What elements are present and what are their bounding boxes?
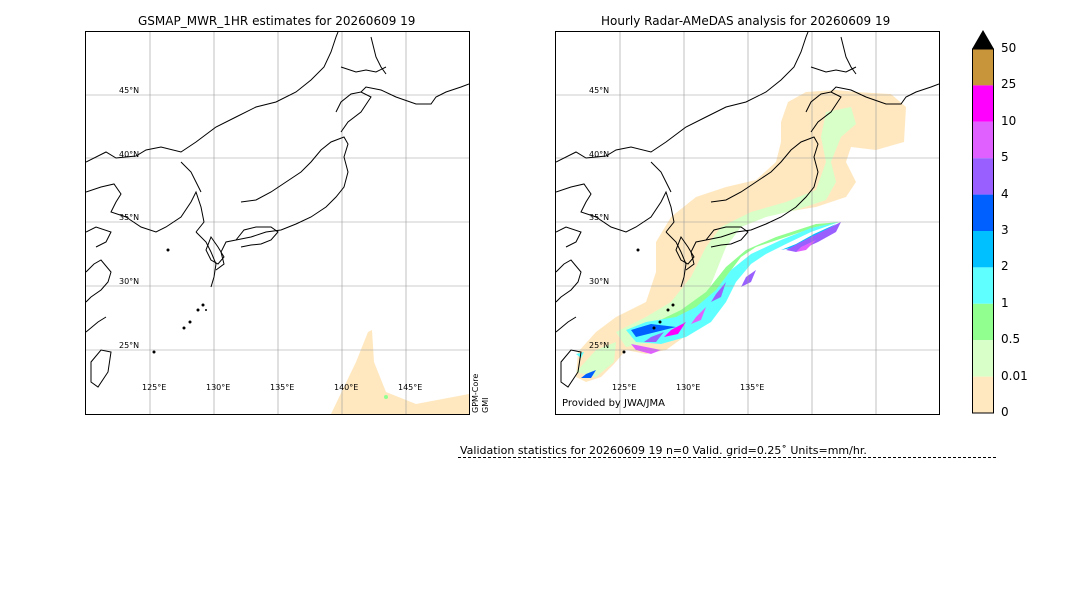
right-map: 45°N 40°N 35°N 30°N 25°N 125°E 130°E 135…: [555, 31, 940, 415]
rain-10-spot: [631, 344, 661, 354]
right-lat-label: 45°N: [589, 86, 610, 95]
colorbar-tick-label: 3: [1001, 223, 1009, 237]
colorbar: [972, 30, 994, 414]
right-lon-label: 135°E: [740, 383, 765, 392]
rain-1-band: [641, 222, 841, 337]
colorbar-segment: [972, 303, 994, 341]
colorbar-segment: [972, 231, 994, 268]
colorbar-tick-label: 0.01: [1001, 368, 1028, 383]
validation-divider: [458, 457, 996, 458]
colorbar-segment: [972, 376, 994, 413]
colorbar-tick-label: 4: [1001, 186, 1009, 201]
left-lon-label: 130°E: [206, 383, 231, 392]
right-coastlines: [556, 32, 939, 388]
left-lat-label: 45°N: [119, 86, 140, 95]
right-islands: [622, 248, 675, 354]
left-lat-label: 40°N: [119, 150, 140, 159]
colorbar-extend-arrow: [972, 30, 994, 49]
right-lon-label: 125°E: [612, 383, 637, 392]
left-lon-label: 140°E: [334, 383, 359, 392]
left-lon-label: 125°E: [142, 383, 167, 392]
colorbar-segment: [972, 49, 994, 86]
rain-2-band: [626, 222, 839, 344]
right-lat-label: 30°N: [589, 277, 610, 286]
satellite-label-2: GMI: [481, 397, 490, 413]
left-grid-lines: [86, 32, 469, 414]
colorbar-tick-label: 5: [1001, 150, 1009, 165]
left-map: 45°N 40°N 35°N 30°N 25°N 125°E 130°E 135…: [85, 31, 470, 415]
left-map-title: GSMAP_MWR_1HR estimates for 20260609 19: [138, 14, 416, 28]
satellite-label-1: GPM-Core: [471, 373, 480, 413]
colorbar-segment: [972, 85, 994, 122]
right-map-title: Hourly Radar-AMeDAS analysis for 2026060…: [601, 14, 891, 28]
right-lat-label: 40°N: [589, 150, 610, 159]
right-lat-label: 35°N: [589, 213, 610, 222]
rain-3-band: [781, 224, 836, 250]
left-islands: [152, 248, 207, 354]
right-lat-label: 25°N: [589, 341, 610, 350]
validation-statistics: Validation statistics for 20260609 19 n=…: [460, 444, 867, 457]
colorbar-segment: [972, 267, 994, 304]
left-rain-area: [331, 330, 469, 414]
colorbar-tick-label: 1: [1001, 295, 1009, 310]
left-coastlines: [86, 32, 469, 388]
colorbar-segment: [972, 158, 994, 195]
colorbar-segment: [972, 194, 994, 231]
right-grid-lines: [556, 32, 939, 414]
left-lat-label: 25°N: [119, 341, 140, 350]
rain-5-spot: [786, 222, 841, 252]
radar-coverage-area: [576, 90, 906, 382]
colorbar-segments: [972, 49, 994, 413]
colorbar-segment: [972, 121, 994, 159]
colorbar-tick-label: 0: [1001, 405, 1009, 419]
colorbar-segment: [972, 340, 994, 377]
colorbar-canvas: [972, 30, 994, 414]
left-lon-label: 135°E: [270, 383, 295, 392]
left-lat-label: 35°N: [119, 213, 140, 222]
colorbar-tick-label: 25: [1001, 77, 1017, 92]
colorbar-tick-label: 50: [1001, 41, 1017, 55]
colorbar-tick-label: 0.5: [1001, 332, 1021, 347]
left-lon-label: 145°E: [398, 383, 423, 392]
right-map-canvas: [556, 32, 939, 414]
colorbar-tick-label: 10: [1001, 113, 1017, 128]
left-lat-label: 30°N: [119, 277, 140, 286]
colorbar-tick-label: 2: [1001, 259, 1009, 274]
data-credit: Provided by JWA/JMA: [562, 398, 665, 409]
right-lon-label: 130°E: [676, 383, 701, 392]
left-map-canvas: [86, 32, 469, 414]
